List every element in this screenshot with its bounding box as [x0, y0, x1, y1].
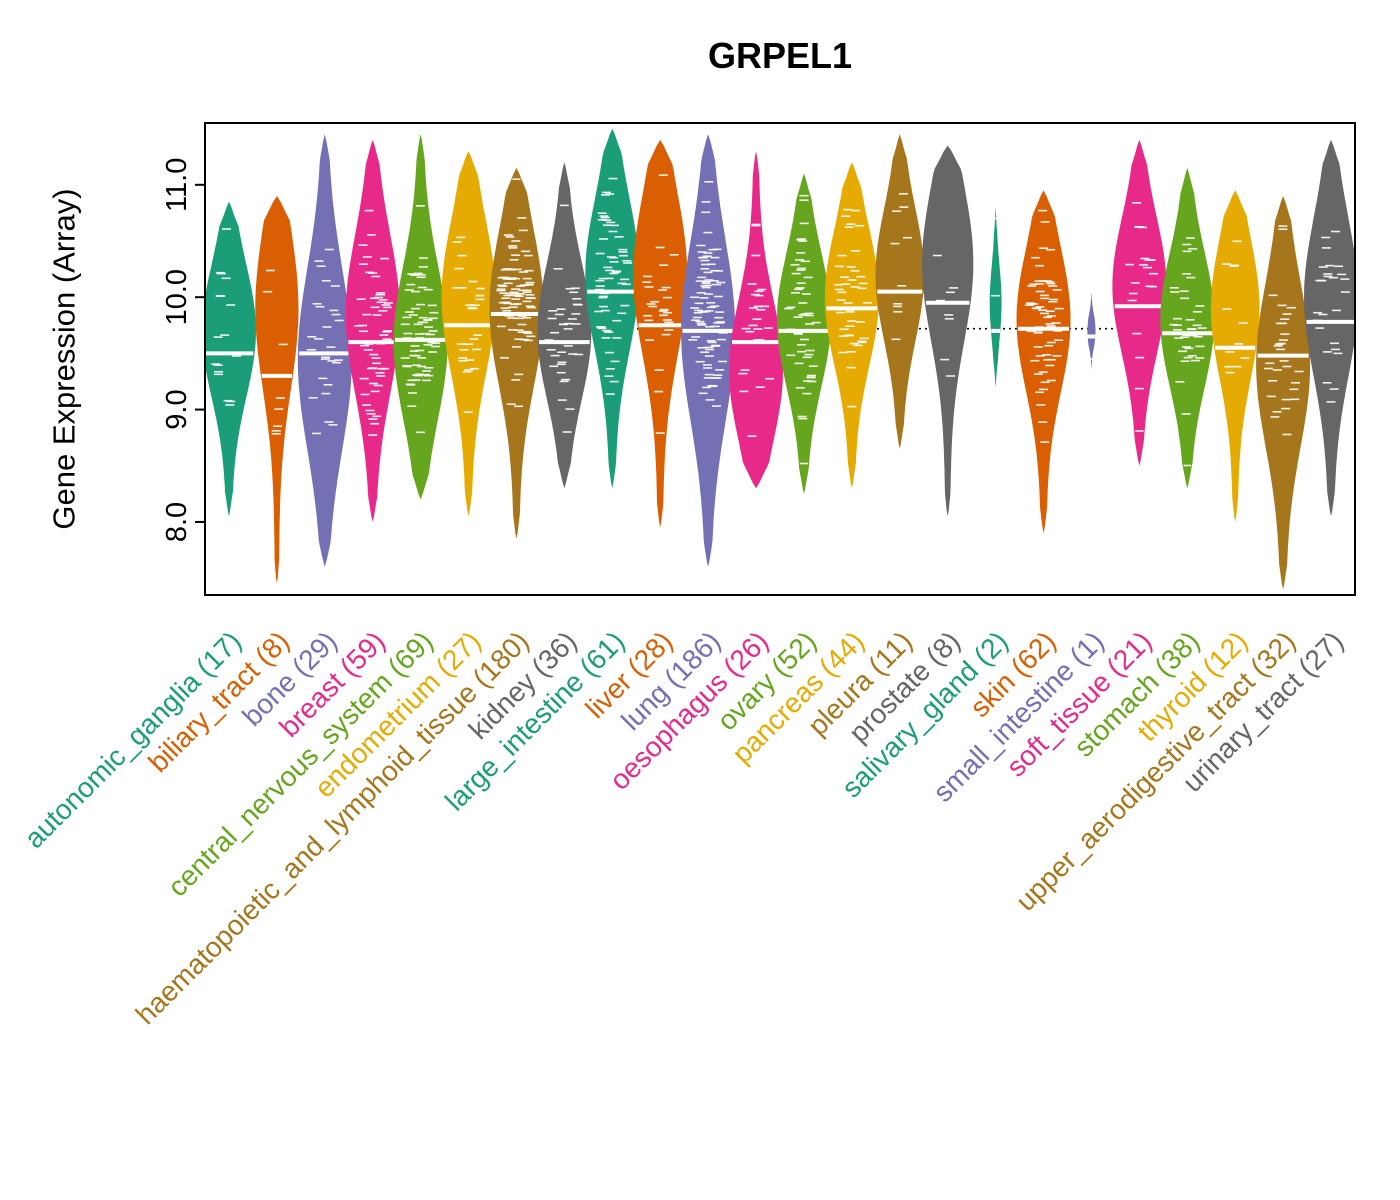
violin-upper_aerodigestive_tract [1256, 196, 1311, 590]
violin-endometrium [441, 151, 496, 517]
violin-soft_tissue [1112, 139, 1167, 466]
violin-salivary_gland [989, 207, 1002, 388]
violin-pancreas [824, 162, 879, 489]
violin-ovary [777, 173, 831, 494]
violin-prostate [922, 145, 974, 517]
violin-stomach [1160, 168, 1215, 489]
violin-large_intestine [585, 128, 640, 489]
violin-central_nervous_system [393, 134, 448, 500]
chart-title: GRPEL1 [708, 35, 852, 76]
y-axis-group: 8.0 9.0 10.0 11.0 [161, 158, 205, 542]
y-tick-label-9.0: 9.0 [161, 389, 193, 429]
violin-small_intestine [1087, 291, 1096, 371]
plot-border [204, 122, 1356, 596]
violin-bone [297, 134, 352, 567]
violin-lung [681, 134, 736, 567]
violin-skin [1016, 190, 1071, 534]
y-tick-label-10.0: 10.0 [161, 269, 193, 325]
violin-haematopoietic_and_lymphoid_tissue [489, 168, 544, 539]
y-axis-title: Gene Expression (Array) [47, 188, 82, 529]
violin-breast [345, 139, 400, 522]
y-tick-label-11.0: 11.0 [161, 158, 193, 212]
y-tick-label-8.0: 8.0 [161, 502, 193, 542]
violin-biliary_tract [255, 196, 299, 584]
x-axis-labels-group: autonomic_ganglia (17)biliary_tract (8)b… [18, 625, 1349, 1030]
x-axis-label-autonomic_ganglia: autonomic_ganglia (17) [18, 625, 247, 854]
violins-group [205, 128, 1355, 590]
violin-liver [633, 139, 688, 528]
violin-urinary_tract [1304, 139, 1355, 517]
violin-autonomic_ganglia [205, 201, 256, 517]
violin-thyroid [1210, 190, 1260, 522]
